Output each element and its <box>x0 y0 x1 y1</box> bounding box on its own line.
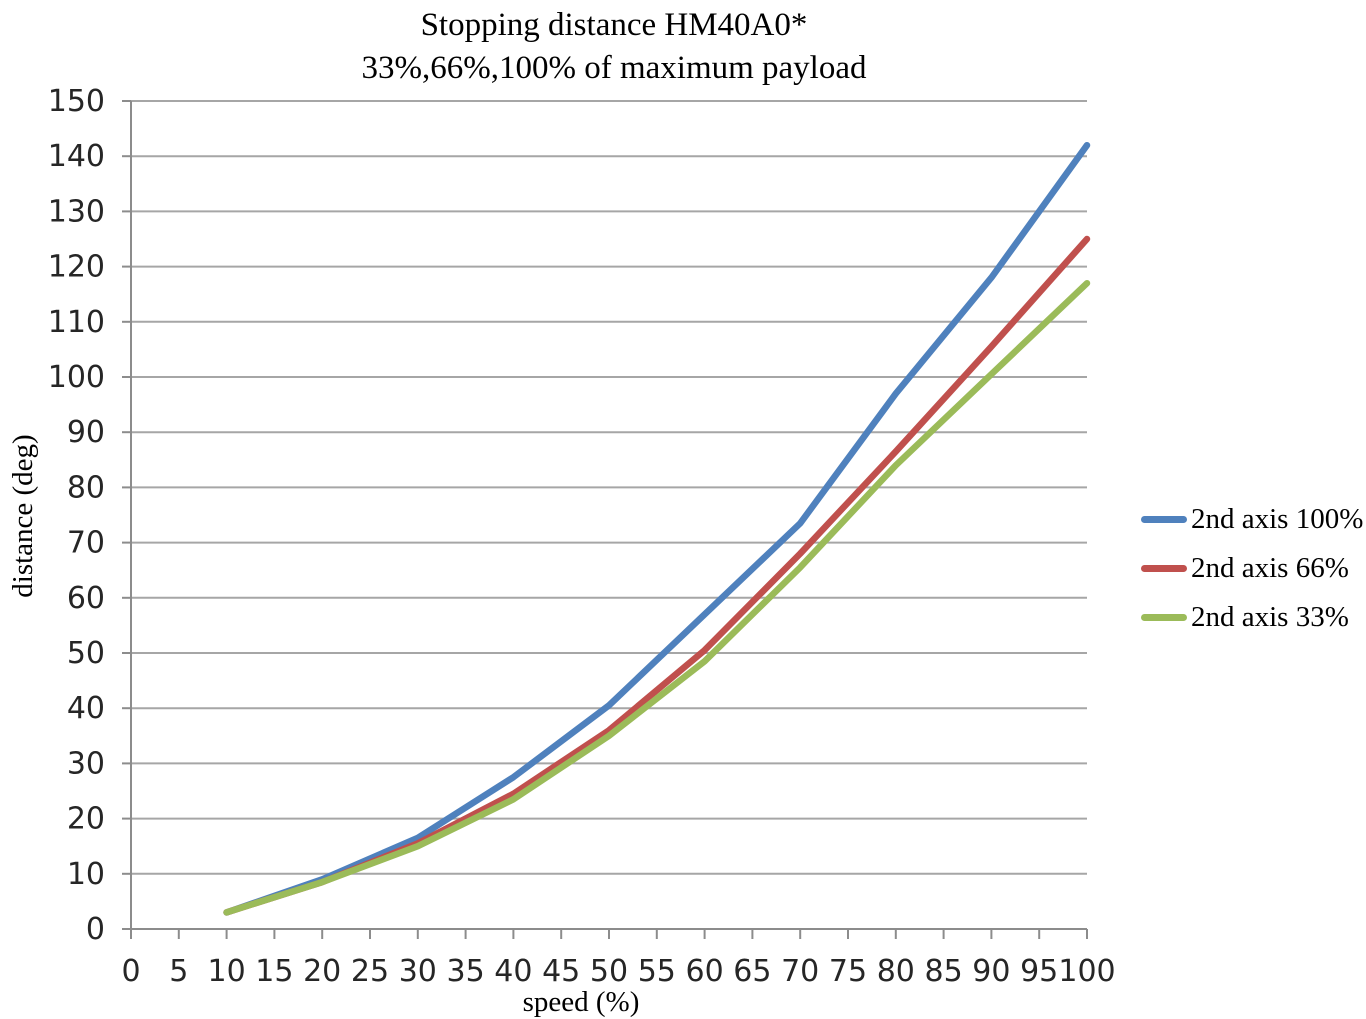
chart-subtitle: 33%,66%,100% of maximum payload <box>361 50 867 86</box>
series-line <box>223 141 1091 916</box>
x-tick-label: 5 <box>169 954 188 989</box>
x-tick-label: 15 <box>255 954 293 989</box>
x-tick-label: 20 <box>303 954 341 989</box>
series-line <box>223 279 1091 916</box>
legend-label: 2nd axis 33% <box>1191 601 1349 633</box>
x-tick-label: 10 <box>208 954 246 989</box>
x-tick-label: 75 <box>829 954 867 989</box>
x-axis-title: speed (%) <box>522 986 640 1018</box>
legend-item: 2nd axis 66% <box>1141 544 1363 593</box>
y-axis-title: distance (deg) <box>7 434 39 598</box>
series-line <box>223 235 1091 916</box>
x-tick-label: 65 <box>733 954 771 989</box>
y-tick-label: 30 <box>67 746 105 781</box>
chart-title: Stopping distance HM40A0* <box>420 7 808 43</box>
x-tick-label: 35 <box>447 954 485 989</box>
x-tick-label: 30 <box>399 954 437 989</box>
x-tick-label: 50 <box>590 954 628 989</box>
x-tick-label: 0 <box>121 954 140 989</box>
y-tick-label: 100 <box>48 360 105 395</box>
y-tick-label: 150 <box>48 84 105 119</box>
y-tick-label: 20 <box>67 802 105 837</box>
y-tick-label: 120 <box>48 250 105 285</box>
y-tick-label: 10 <box>67 857 105 892</box>
legend-item: 2nd axis 100% <box>1141 495 1363 544</box>
x-tick-label: 100 <box>1058 954 1115 989</box>
y-tick-label: 60 <box>67 581 105 616</box>
y-tick-label: 40 <box>67 691 105 726</box>
x-tick-label: 80 <box>877 954 915 989</box>
y-tick-label: 140 <box>48 139 105 174</box>
x-tick-label: 45 <box>542 954 580 989</box>
legend-line-swatch <box>1141 516 1187 523</box>
x-tick-label: 85 <box>925 954 963 989</box>
y-tick-label: 70 <box>67 526 105 561</box>
y-tick-label: 110 <box>48 305 105 340</box>
x-tick-label: 25 <box>351 954 389 989</box>
y-tick-label: 130 <box>48 194 105 229</box>
y-tick-label: 0 <box>86 912 105 947</box>
y-tick-label: 50 <box>67 636 105 671</box>
x-tick-label: 70 <box>781 954 819 989</box>
legend-label: 2nd axis 100% <box>1191 503 1364 535</box>
legend-label: 2nd axis 66% <box>1191 552 1349 584</box>
legend-line-swatch <box>1141 614 1187 621</box>
x-tick-label: 90 <box>972 954 1010 989</box>
legend-line-swatch <box>1141 565 1187 572</box>
legend-item: 2nd axis 33% <box>1141 593 1363 642</box>
x-tick-label: 55 <box>638 954 676 989</box>
x-tick-label: 40 <box>494 954 532 989</box>
legend: 2nd axis 100% 2nd axis 66% 2nd axis 33% <box>1141 495 1363 642</box>
x-tick-label: 95 <box>1020 954 1058 989</box>
y-tick-label: 80 <box>67 470 105 505</box>
y-tick-label: 90 <box>67 415 105 450</box>
x-tick-label: 60 <box>686 954 724 989</box>
